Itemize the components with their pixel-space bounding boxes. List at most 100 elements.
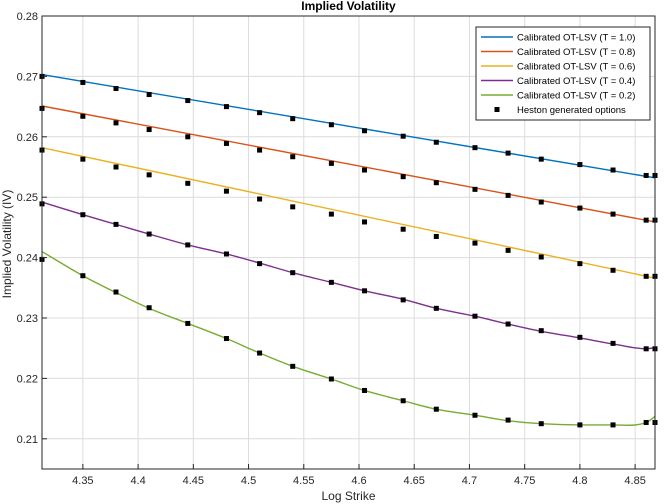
- heston-marker: [257, 261, 263, 267]
- heston-marker: [643, 419, 649, 425]
- heston-marker: [113, 289, 119, 295]
- heston-marker: [290, 270, 296, 276]
- heston-marker: [505, 192, 511, 198]
- heston-marker: [362, 288, 368, 294]
- heston-marker: [223, 104, 229, 110]
- heston-marker: [257, 196, 263, 202]
- heston-marker: [472, 145, 478, 151]
- heston-marker: [577, 261, 583, 267]
- heston-marker: [643, 172, 649, 178]
- heston-marker: [185, 242, 191, 248]
- heston-marker: [610, 211, 616, 217]
- legend-box: [475, 26, 651, 121]
- heston-marker: [505, 150, 511, 156]
- y-tick-label: 0.23: [17, 313, 38, 325]
- heston-marker: [538, 156, 544, 162]
- x-tick-label: 4.7: [462, 475, 477, 487]
- heston-marker: [400, 226, 406, 232]
- heston-marker: [400, 297, 406, 303]
- heston-marker: [290, 116, 296, 122]
- series-line: [41, 146, 656, 279]
- legend-entry-label: Calibrated OT-LSV (T = 0.4): [517, 76, 635, 87]
- heston-marker: [505, 321, 511, 327]
- heston-marker: [328, 122, 334, 128]
- heston-marker: [400, 398, 406, 404]
- heston-marker: [185, 134, 191, 140]
- axes: 4.35 4.4 4.45 4.5 4.55 4.6 4.65 4.7 4.75 4.8 4.85 0…: [17, 11, 656, 487]
- heston-marker: [610, 167, 616, 173]
- y-tick-label: 0.25: [17, 192, 38, 204]
- heston-marker: [362, 387, 368, 393]
- heston-marker: [223, 140, 229, 146]
- heston-marker: [113, 164, 119, 170]
- heston-marker: [577, 205, 583, 211]
- heston-marker: [328, 376, 334, 382]
- x-tick-label: 4.75: [514, 475, 535, 487]
- y-tick-label: 0.27: [17, 71, 38, 83]
- heston-marker: [80, 156, 86, 162]
- heston-marker: [146, 231, 152, 237]
- x-tick-label: 4.35: [72, 475, 93, 487]
- heston-marker: [257, 147, 263, 153]
- heston-marker: [538, 328, 544, 334]
- heston-marker: [80, 79, 86, 85]
- x-tick-label: 4.6: [351, 475, 366, 487]
- heston-marker: [290, 154, 296, 160]
- heston-marker: [505, 417, 511, 423]
- x-tick-label: 4.8: [572, 475, 587, 487]
- heston-marker: [80, 212, 86, 218]
- heston-marker: [433, 139, 439, 145]
- heston-marker: [472, 186, 478, 192]
- heston-marker: [538, 421, 544, 427]
- heston-marker: [472, 313, 478, 319]
- heston-marker: [223, 251, 229, 257]
- heston-marker: [643, 346, 649, 352]
- heston-marker: [185, 180, 191, 186]
- heston-marker: [80, 273, 86, 279]
- heston-marker: [538, 254, 544, 260]
- heston-marker: [185, 98, 191, 104]
- x-tick-label: 4.45: [183, 475, 204, 487]
- x-axis-label: Log Strike: [321, 489, 375, 503]
- heston-marker: [433, 305, 439, 311]
- heston-marker: [400, 174, 406, 180]
- x-tick-label: 4.55: [293, 475, 314, 487]
- heston-marker: [538, 199, 544, 205]
- heston-marker: [146, 172, 152, 178]
- y-axis-label: Implied Volatility (IV): [0, 190, 14, 299]
- heston-marker: [577, 334, 583, 340]
- legend-entry-label: Calibrated OT-LSV (T = 0.2): [517, 91, 635, 102]
- legend-entry-label: Calibrated OT-LSV (T = 0.8): [517, 47, 635, 58]
- heston-marker: [472, 240, 478, 246]
- x-tick-label: 4.65: [404, 475, 425, 487]
- chart-title: Implied Volatility: [301, 0, 396, 13]
- heston-marker: [257, 350, 263, 356]
- heston-marker: [433, 233, 439, 239]
- heston-marker: [643, 217, 649, 223]
- heston-marker: [643, 273, 649, 279]
- heston-marker: [433, 180, 439, 186]
- heston-marker: [610, 422, 616, 428]
- heston-marker: [146, 92, 152, 98]
- heston-marker: [362, 128, 368, 134]
- heston-marker: [328, 279, 334, 285]
- heston-marker: [185, 320, 191, 326]
- heston-marker: [362, 219, 368, 225]
- plot-area-frame: [41, 15, 656, 470]
- legend-entry-label: Heston generated options: [517, 105, 626, 116]
- heston-marker: [362, 167, 368, 173]
- y-tick-label: 0.24: [17, 253, 38, 265]
- legend-entry-label: Calibrated OT-LSV (T = 0.6): [517, 62, 635, 73]
- heston-marker: [113, 221, 119, 227]
- series-line: [41, 105, 656, 223]
- heston-marker: [290, 363, 296, 369]
- heston-marker: [433, 406, 439, 412]
- heston-marker: [290, 204, 296, 210]
- y-tick-label: 0.28: [17, 11, 38, 23]
- heston-marker: [610, 340, 616, 346]
- heston-marker: [146, 305, 152, 311]
- heston-marker: [472, 412, 478, 418]
- y-tick-label: 0.22: [17, 373, 38, 385]
- heston-marker: [577, 422, 583, 428]
